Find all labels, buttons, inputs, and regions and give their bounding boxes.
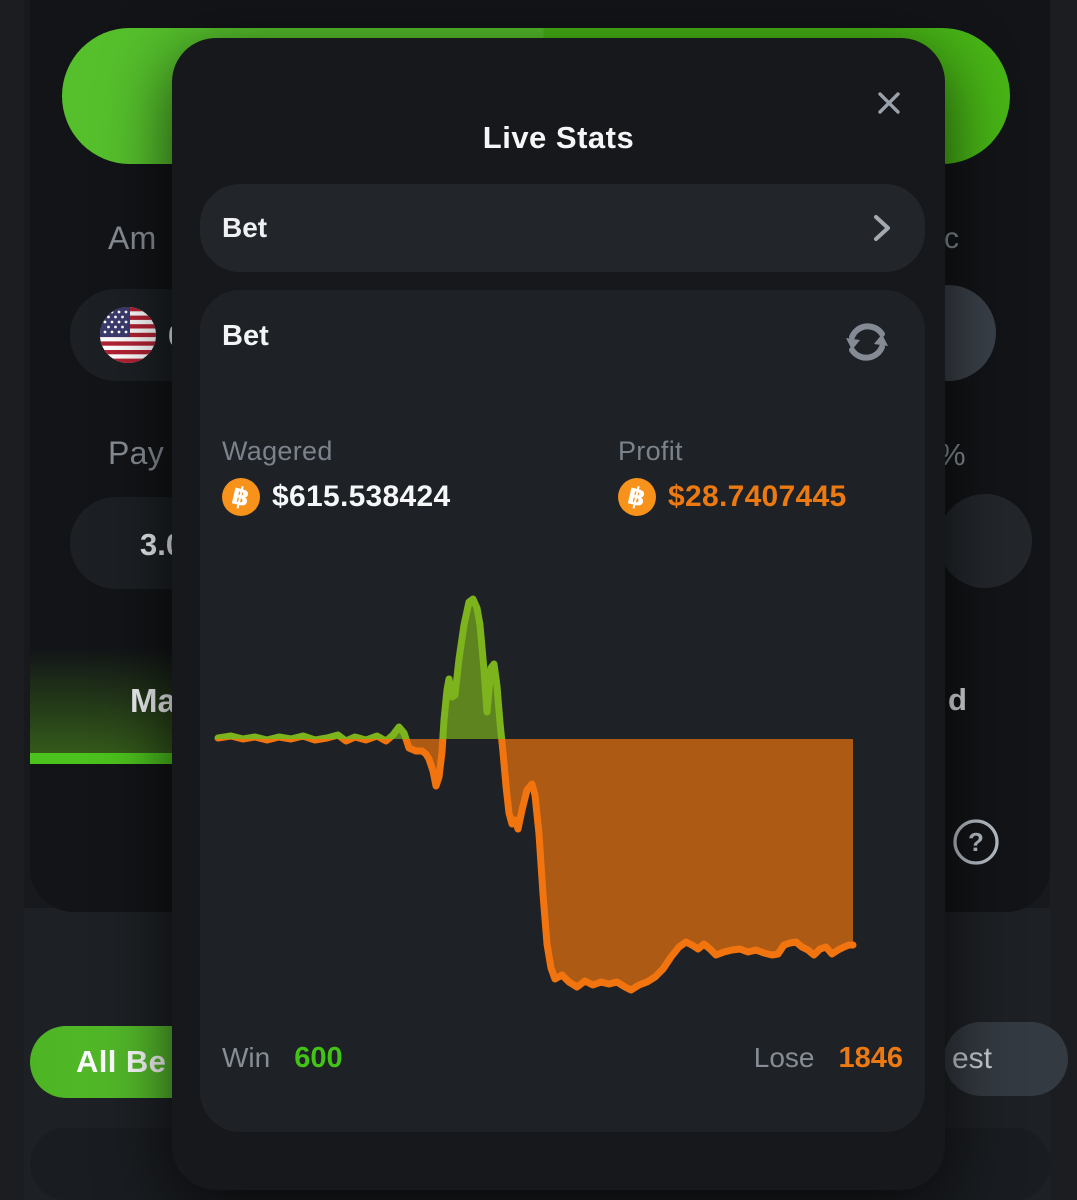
tab-right-partial[interactable]: d xyxy=(948,682,967,717)
close-icon xyxy=(878,92,900,114)
help-button[interactable]: ? xyxy=(952,818,1000,866)
tab-manual-partial[interactable]: Ma xyxy=(130,682,176,719)
payout-stepper-knob[interactable] xyxy=(938,494,1032,588)
amount-label-partial: Am xyxy=(108,220,157,256)
right-filter-button[interactable]: est xyxy=(944,1022,1068,1096)
win-value: 600 xyxy=(294,1041,343,1074)
bet-stats-panel: Bet Wagered ฿ $615.538424 Profit ฿ $28.7… xyxy=(200,290,925,1132)
all-bets-label-partial: All Be xyxy=(76,1044,167,1079)
win-label: Win xyxy=(222,1042,271,1073)
question-circle-icon: ? xyxy=(953,819,999,865)
modal-title: Live Stats xyxy=(482,120,635,155)
live-stats-modal: Live Stats Bet Bet Wagered xyxy=(172,38,945,1190)
close-button[interactable] xyxy=(872,86,906,120)
payout-label-partial: Pay xyxy=(108,435,165,471)
bet-nav-label: Bet xyxy=(222,212,268,243)
chart-line-positive xyxy=(214,595,506,739)
svg-text:?: ? xyxy=(968,827,984,857)
right-label-partial: c xyxy=(944,222,960,255)
bitcoin-icon: ฿ xyxy=(618,478,656,516)
profit-value-row: ฿ $28.7407445 xyxy=(618,478,846,516)
profit-value: $28.7407445 xyxy=(668,480,847,513)
profit-label: Profit xyxy=(618,436,683,466)
bitcoin-icon: ฿ xyxy=(222,478,260,516)
win-lose-row: Win 600 Lose 1846 xyxy=(222,1038,903,1078)
lose-value: 1846 xyxy=(838,1041,903,1074)
refresh-button[interactable] xyxy=(838,316,896,368)
refresh-icon xyxy=(846,323,888,361)
right-filter-label-partial: est xyxy=(952,1042,993,1075)
chevron-right-icon xyxy=(874,215,890,241)
usa-flag-icon xyxy=(100,307,156,363)
chart-area-negative xyxy=(218,739,853,990)
wagered-value: $615.538424 xyxy=(272,480,451,513)
wagered-label: Wagered xyxy=(222,436,333,466)
lose-label: Lose xyxy=(753,1042,815,1073)
profit-chart xyxy=(208,556,868,1008)
win-group: Win 600 xyxy=(222,1042,343,1075)
wagered-value-row: ฿ $615.538424 xyxy=(222,478,450,516)
bet-nav-row[interactable]: Bet xyxy=(200,184,925,272)
panel-title: Bet xyxy=(222,320,269,352)
lose-group: Lose 1846 xyxy=(754,1042,903,1075)
chart-line-negative xyxy=(214,739,857,994)
